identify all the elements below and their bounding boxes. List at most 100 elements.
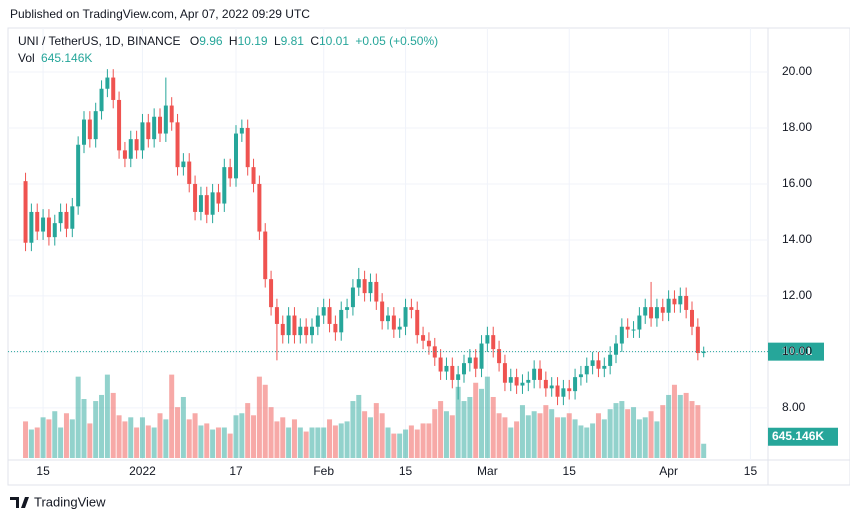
candle-body (514, 377, 519, 386)
volume-bar (286, 427, 292, 458)
volume-bar (484, 376, 490, 458)
volume-bar (531, 411, 537, 458)
volume-bar (671, 384, 677, 458)
volume-bar (157, 413, 163, 458)
candle-body (614, 343, 618, 355)
candle-body (631, 329, 636, 331)
candle-body (701, 351, 706, 354)
candle-body (567, 388, 572, 392)
candle-body (649, 307, 654, 319)
legend-close-label: C (310, 34, 319, 48)
volume-bar (385, 427, 391, 458)
candle-body (152, 116, 157, 140)
candle-body (99, 88, 104, 112)
candle-body (637, 315, 642, 330)
candle-body (345, 307, 350, 310)
candle-body (169, 105, 174, 123)
volume-bar (461, 401, 467, 458)
y-tick-label: 20.00 (782, 64, 812, 78)
candle-body (76, 144, 81, 207)
candle-body (502, 363, 507, 383)
volume-bar (245, 403, 251, 458)
volume-bar (52, 411, 58, 458)
candle-body (93, 111, 98, 140)
volume-bar (391, 433, 397, 458)
y-tick-label: 16.00 (782, 176, 812, 190)
volume-bar (134, 427, 140, 458)
volume-bar (104, 374, 110, 458)
volume-bar (590, 423, 596, 458)
volume-bar (239, 413, 245, 458)
candle-body (561, 388, 566, 397)
candle-body (35, 211, 40, 232)
volume-bar (344, 421, 350, 458)
y-tick-label: 14.00 (782, 232, 812, 246)
volume-bar (99, 394, 105, 458)
volume-bar (251, 415, 257, 458)
volume-bar (204, 423, 210, 458)
volume-bar (701, 443, 707, 458)
volume-bar (315, 427, 321, 458)
candle-body (450, 365, 455, 380)
volume-bar (432, 409, 438, 458)
candle-body (608, 354, 613, 366)
x-tick-label: 15 (744, 464, 758, 478)
candle-body (216, 192, 221, 204)
candle-body (479, 343, 484, 369)
candle-body (409, 307, 414, 310)
volume-bar (613, 403, 619, 458)
volume-bar (221, 427, 227, 458)
volume-bar (227, 433, 233, 458)
grid (8, 28, 768, 460)
volume-bar (473, 382, 479, 458)
candle-body (134, 139, 139, 151)
candle-body (660, 307, 665, 313)
volume-bar (145, 425, 151, 458)
volume-bar (87, 423, 93, 458)
volume-bar (23, 421, 29, 458)
volume-bar (327, 419, 333, 458)
x-tick-label: 15 (399, 464, 413, 478)
volume-bar (572, 419, 578, 458)
candle-body (356, 279, 361, 288)
candle-body (578, 374, 583, 378)
volume-bar (198, 425, 204, 458)
candle-body (362, 279, 367, 294)
y-tick-label: 8.00 (782, 400, 806, 414)
volume-bar (63, 413, 69, 458)
candle-body (467, 357, 472, 364)
candle-body (374, 281, 379, 302)
overlays: 10.01 645.146K (8, 342, 838, 446)
footer-logo[interactable]: TradingView (10, 494, 106, 509)
candle-body (678, 295, 683, 305)
volume-bar (291, 419, 297, 458)
x-tick-label: Mar (477, 464, 498, 478)
volume-bar (28, 429, 34, 458)
candle-body (111, 77, 116, 100)
candle-body (239, 127, 244, 134)
legend-open: 9.96 (199, 34, 223, 48)
volume-bar (455, 386, 461, 458)
candle-body (82, 119, 86, 145)
volume-bar (69, 419, 75, 458)
volume-bar (449, 415, 455, 458)
candle-body (269, 279, 274, 308)
candle-body (549, 385, 554, 389)
volume-bar (362, 411, 368, 458)
volume-bar (514, 421, 520, 458)
candle-body (403, 307, 408, 327)
candle-body (508, 377, 513, 383)
candles (23, 69, 706, 406)
candle-body (29, 211, 34, 243)
candle-body (573, 377, 578, 392)
volume-bar (58, 427, 64, 458)
volume-bar (502, 417, 508, 458)
candle-body (327, 307, 332, 324)
volume-bar (584, 427, 590, 458)
volume-bar (654, 421, 660, 458)
volume-bar (256, 376, 262, 458)
volume-bar (81, 399, 87, 458)
volume-bar (192, 413, 198, 458)
candle-body (122, 150, 127, 159)
